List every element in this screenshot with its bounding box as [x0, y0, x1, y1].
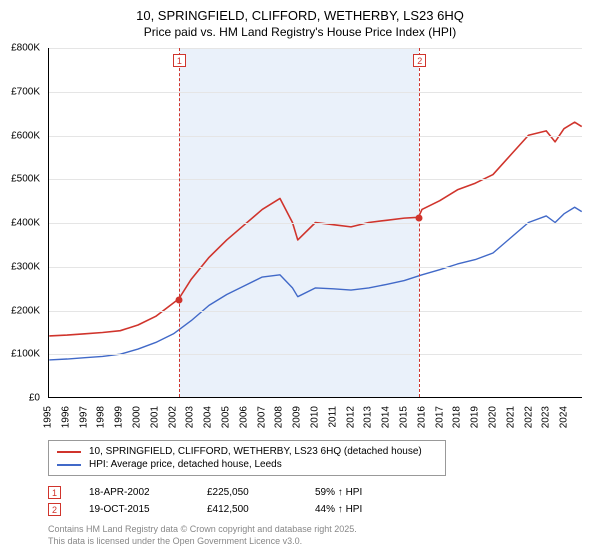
- legend-item: HPI: Average price, detached house, Leed…: [57, 458, 437, 471]
- footnote-line: Contains HM Land Registry data © Crown c…: [48, 524, 582, 536]
- legend-and-footer: 10, SPRINGFIELD, CLIFFORD, WETHERBY, LS2…: [48, 440, 582, 547]
- x-tick-label: 2000: [132, 406, 143, 428]
- x-tick-label: 2006: [238, 406, 249, 428]
- y-tick-label: £600K: [11, 130, 40, 141]
- sale-price: £225,050: [207, 487, 287, 498]
- x-tick-label: 1996: [60, 406, 71, 428]
- x-tick-label: 1999: [114, 406, 125, 428]
- y-tick-label: £500K: [11, 174, 40, 185]
- sale-dashline: [179, 48, 180, 397]
- x-tick-label: 2017: [434, 406, 445, 428]
- sale-point-icon: [416, 214, 423, 221]
- x-tick-label: 2009: [292, 406, 303, 428]
- x-tick-label: 2020: [488, 406, 499, 428]
- x-tick-label: 2007: [256, 406, 267, 428]
- legend-item: 10, SPRINGFIELD, CLIFFORD, WETHERBY, LS2…: [57, 445, 437, 458]
- y-axis-labels: £0£100K£200K£300K£400K£500K£600K£700K£80…: [0, 48, 44, 398]
- x-tick-label: 2016: [416, 406, 427, 428]
- x-tick-label: 2015: [399, 406, 410, 428]
- x-tick-label: 2004: [203, 406, 214, 428]
- legend-box: 10, SPRINGFIELD, CLIFFORD, WETHERBY, LS2…: [48, 440, 446, 476]
- legend-label: 10, SPRINGFIELD, CLIFFORD, WETHERBY, LS2…: [89, 446, 422, 457]
- footnote-line: This data is licensed under the Open Gov…: [48, 536, 582, 548]
- y-tick-label: £400K: [11, 218, 40, 229]
- x-tick-label: 2021: [505, 406, 516, 428]
- x-tick-label: 1997: [78, 406, 89, 428]
- x-tick-label: 2013: [363, 406, 374, 428]
- sale-row: 2 19-OCT-2015 £412,500 44% ↑ HPI: [48, 501, 582, 518]
- x-tick-label: 2019: [470, 406, 481, 428]
- sale-marker-icon: 2: [48, 503, 61, 516]
- y-tick-label: £700K: [11, 86, 40, 97]
- x-tick-label: 2024: [559, 406, 570, 428]
- chart-container: 10, SPRINGFIELD, CLIFFORD, WETHERBY, LS2…: [0, 0, 600, 560]
- sales-table: 1 18-APR-2002 £225,050 59% ↑ HPI 2 19-OC…: [48, 484, 582, 518]
- sale-price: £412,500: [207, 504, 287, 515]
- y-tick-label: £100K: [11, 349, 40, 360]
- sale-date: 19-OCT-2015: [89, 504, 179, 515]
- series-hpi: [49, 207, 581, 360]
- x-tick-label: 2010: [310, 406, 321, 428]
- x-tick-label: 2012: [345, 406, 356, 428]
- sale-marker-box: 2: [413, 54, 426, 67]
- sale-date: 18-APR-2002: [89, 487, 179, 498]
- plot-area: 12: [48, 48, 582, 398]
- legend-swatch: [57, 451, 81, 453]
- legend-label: HPI: Average price, detached house, Leed…: [89, 459, 282, 470]
- sale-marker-box: 1: [173, 54, 186, 67]
- title-block: 10, SPRINGFIELD, CLIFFORD, WETHERBY, LS2…: [0, 0, 600, 39]
- title-subtitle: Price paid vs. HM Land Registry's House …: [0, 25, 600, 39]
- x-tick-label: 2018: [452, 406, 463, 428]
- sale-point-icon: [175, 296, 182, 303]
- x-tick-label: 1998: [96, 406, 107, 428]
- series-price_paid: [49, 122, 581, 336]
- y-tick-label: £0: [29, 393, 40, 404]
- x-tick-label: 2008: [274, 406, 285, 428]
- sale-marker-icon: 1: [48, 486, 61, 499]
- x-axis-labels: 1995199619971998199920002001200220032004…: [48, 400, 582, 444]
- x-tick-label: 1995: [43, 406, 54, 428]
- sale-delta: 44% ↑ HPI: [315, 504, 395, 515]
- x-tick-label: 2014: [381, 406, 392, 428]
- sale-delta: 59% ↑ HPI: [315, 487, 395, 498]
- y-tick-label: £300K: [11, 261, 40, 272]
- x-tick-label: 2005: [221, 406, 232, 428]
- legend-swatch: [57, 464, 81, 466]
- x-tick-label: 2022: [523, 406, 534, 428]
- y-tick-label: £800K: [11, 43, 40, 54]
- sale-row: 1 18-APR-2002 £225,050 59% ↑ HPI: [48, 484, 582, 501]
- x-tick-label: 2002: [167, 406, 178, 428]
- title-address: 10, SPRINGFIELD, CLIFFORD, WETHERBY, LS2…: [0, 8, 600, 23]
- x-tick-label: 2001: [149, 406, 160, 428]
- x-tick-label: 2023: [541, 406, 552, 428]
- y-tick-label: £200K: [11, 305, 40, 316]
- sale-dashline: [419, 48, 420, 397]
- x-tick-label: 2003: [185, 406, 196, 428]
- footnote: Contains HM Land Registry data © Crown c…: [48, 524, 582, 547]
- x-tick-label: 2011: [327, 406, 338, 428]
